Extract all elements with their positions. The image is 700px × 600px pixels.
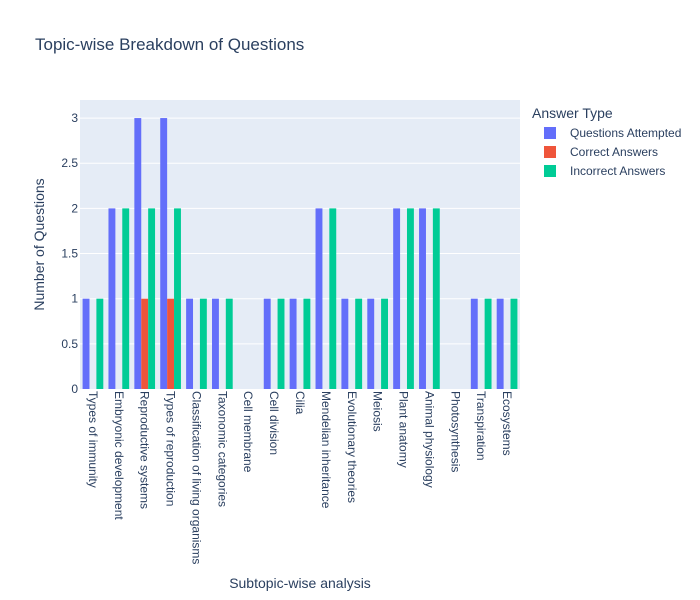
x-tick-label: Embryonic development (112, 391, 126, 520)
x-tick-label: Reproductive systems (138, 391, 152, 509)
bars (82, 118, 518, 389)
y-axis-ticks: 0 0.5 1 1.5 2 2.5 3 (61, 111, 78, 396)
bar (432, 208, 440, 389)
x-tick-label: Transpiration (474, 391, 488, 461)
y-tick-label: 3 (71, 111, 78, 125)
bar (148, 208, 156, 389)
bar (277, 298, 285, 389)
bar (510, 298, 518, 389)
bar (134, 118, 142, 389)
bar (122, 208, 130, 389)
y-tick-label: 1.5 (61, 247, 78, 261)
bar (367, 298, 375, 389)
bar (174, 208, 181, 389)
bar (484, 298, 492, 389)
x-tick-label: Taxonomic categories (215, 391, 229, 507)
legend: Answer Type Questions Attempted Correct A… (532, 105, 681, 178)
x-axis-ticks: Types of immunity Embryonic development Re… (86, 391, 514, 564)
x-tick-label: Classification of living organisms (189, 391, 203, 564)
x-tick-label: Plant anatomy (397, 391, 411, 468)
bar (419, 208, 426, 389)
bar (167, 298, 175, 389)
legend-label: Correct Answers (570, 145, 658, 159)
bar (470, 298, 478, 389)
bar (406, 208, 414, 389)
y-tick-label: 1 (71, 292, 78, 306)
bar (212, 298, 219, 389)
legend-label: Incorrect Answers (570, 164, 665, 178)
bar (186, 298, 194, 389)
x-tick-label: Cell division (267, 391, 281, 455)
legend-title: Answer Type (532, 105, 613, 121)
x-tick-label: Cilia (293, 391, 307, 415)
bar (381, 298, 388, 389)
bar (393, 208, 401, 389)
bar (225, 298, 233, 389)
bar (315, 208, 323, 389)
x-tick-label: Evolutionary theories (345, 391, 359, 503)
y-tick-label: 0 (71, 382, 78, 396)
x-axis-title: Subtopic-wise analysis (229, 575, 371, 591)
bar (160, 118, 168, 389)
legend-items: Questions Attempted Correct Answers Incorr… (544, 126, 681, 178)
bar (263, 298, 271, 389)
y-axis-title: Number of Questions (31, 178, 47, 310)
bar (496, 298, 504, 389)
bar (329, 208, 337, 389)
bar (82, 298, 90, 389)
legend-label: Questions Attempted (570, 126, 681, 140)
bar (355, 298, 363, 389)
bar (303, 298, 311, 389)
bar (96, 298, 104, 389)
bar (108, 208, 116, 389)
bar (341, 298, 349, 389)
x-tick-label: Mendelian inheritance (319, 391, 333, 509)
y-tick-label: 2 (71, 201, 78, 215)
y-tick-label: 0.5 (61, 337, 78, 351)
x-tick-label: Animal physiology (422, 391, 436, 488)
y-tick-label: 2.5 (61, 156, 78, 170)
legend-swatch (544, 146, 556, 158)
bar (141, 298, 149, 389)
chart-title: Topic-wise Breakdown of Questions (35, 35, 304, 54)
legend-swatch (544, 127, 556, 139)
x-tick-label: Ecosystems (500, 391, 514, 456)
x-tick-label: Photosynthesis (448, 391, 462, 472)
x-tick-label: Meiosis (371, 391, 385, 432)
bar (199, 298, 207, 389)
x-tick-label: Types of reproduction (164, 391, 178, 506)
legend-swatch (544, 165, 556, 177)
bar (289, 298, 297, 389)
x-tick-label: Cell membrane (241, 391, 255, 473)
x-tick-label: Types of immunity (86, 391, 100, 488)
